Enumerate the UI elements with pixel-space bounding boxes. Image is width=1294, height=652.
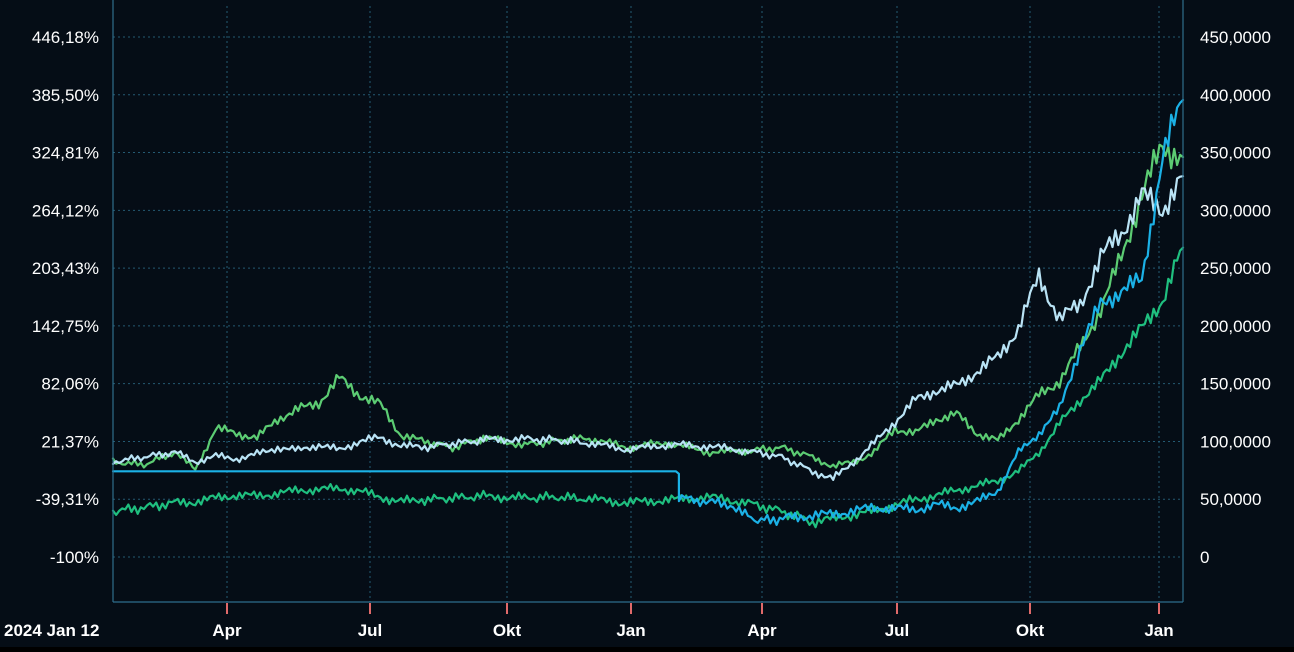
x-tick-label: Jul bbox=[885, 621, 910, 640]
series-line bbox=[111, 98, 1185, 526]
right-tick-label: 450,0000 bbox=[1200, 28, 1271, 47]
x-tick-label: Jan bbox=[616, 621, 645, 640]
left-tick-label: 446,18% bbox=[32, 28, 99, 47]
right-tick-label: 0 bbox=[1200, 548, 1209, 567]
x-tick-label: Okt bbox=[493, 621, 522, 640]
left-tick-label: 264,12% bbox=[32, 201, 99, 220]
grid-layer bbox=[113, 6, 1183, 602]
x-tick-label: Jul bbox=[358, 621, 383, 640]
left-tick-label: -100% bbox=[50, 548, 99, 567]
x-axis-labels: 2024 Jan 12 Apr Jul Okt Jan Apr Jul Okt Jan bbox=[4, 621, 1174, 640]
left-tick-label: 82,06% bbox=[41, 375, 99, 394]
axis-frame bbox=[112, 0, 1184, 614]
right-axis-labels: 450,0000 400,0000 350,0000 300,0000 250,0000… bbox=[1200, 28, 1271, 567]
left-tick-label: 385,50% bbox=[32, 86, 99, 105]
right-tick-label: 150,0000 bbox=[1200, 375, 1271, 394]
series-line bbox=[111, 175, 1185, 481]
x-tick-label: Apr bbox=[747, 621, 777, 640]
right-tick-label: 300,0000 bbox=[1200, 201, 1271, 220]
right-tick-label: 350,0000 bbox=[1200, 144, 1271, 163]
left-axis-labels: 446,18% 385,50% 324,81% 264,12% 203,43% 142,7… bbox=[32, 28, 99, 567]
x-tick-label: Jan bbox=[1144, 621, 1173, 640]
right-tick-label: 200,0000 bbox=[1200, 317, 1271, 336]
series-layer bbox=[111, 98, 1185, 529]
right-tick-label: 250,0000 bbox=[1200, 259, 1271, 278]
series-line bbox=[111, 143, 1185, 471]
right-tick-label: 50,0000 bbox=[1200, 490, 1261, 509]
series-line bbox=[111, 246, 1185, 529]
left-tick-label: 142,75% bbox=[32, 317, 99, 336]
left-tick-label: 203,43% bbox=[32, 259, 99, 278]
left-tick-label: 21,37% bbox=[41, 432, 99, 451]
left-tick-label: 324,81% bbox=[32, 144, 99, 163]
right-tick-label: 400,0000 bbox=[1200, 86, 1271, 105]
x-tick-label: Okt bbox=[1016, 621, 1045, 640]
left-tick-label: -39,31% bbox=[36, 490, 99, 509]
x-axis-start-label: 2024 Jan 12 bbox=[4, 621, 99, 640]
x-tick-label: Apr bbox=[212, 621, 242, 640]
right-tick-label: 100,0000 bbox=[1200, 432, 1271, 451]
